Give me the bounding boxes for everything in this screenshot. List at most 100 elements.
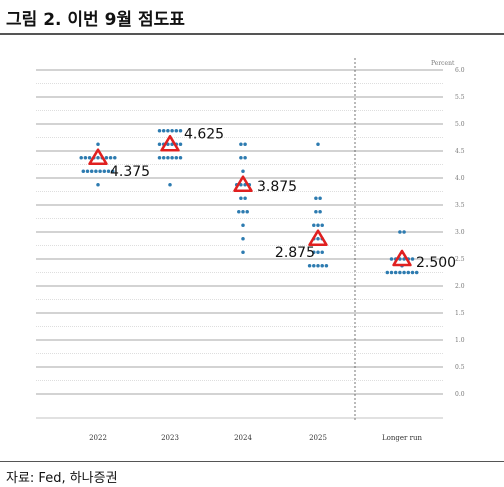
dot — [108, 156, 113, 160]
dot — [385, 270, 390, 275]
dot — [320, 250, 324, 254]
median-label: 4.625 — [184, 126, 224, 142]
y-tick-label: 5.0 — [455, 121, 465, 128]
dot — [320, 264, 324, 268]
title-rule — [0, 33, 504, 35]
y-tick-label: 3.0 — [455, 229, 465, 236]
y-tick-label: 0.5 — [455, 364, 465, 371]
dot — [239, 156, 243, 160]
median-marker — [88, 148, 108, 166]
y-tick-label: 1.5 — [455, 310, 465, 317]
dot — [324, 264, 329, 268]
y-tick-label: 4.5 — [455, 148, 465, 155]
dot — [307, 264, 312, 268]
dot — [89, 169, 94, 173]
dot — [318, 196, 322, 200]
dot — [241, 250, 245, 254]
dot — [166, 129, 170, 133]
dot — [239, 196, 243, 200]
dot — [410, 270, 415, 275]
y-tick-label: 2.5 — [455, 256, 465, 263]
dot — [79, 156, 83, 160]
dot — [104, 156, 109, 160]
dot — [312, 250, 316, 254]
dot — [316, 250, 320, 254]
dot — [314, 210, 318, 214]
dot — [393, 270, 398, 275]
dot — [157, 156, 162, 160]
dot — [410, 257, 415, 261]
dot — [106, 169, 111, 173]
dot — [241, 169, 245, 173]
y-tick-label: 2.0 — [455, 283, 465, 290]
median-label: 3.875 — [257, 179, 297, 195]
figure-title: 그림 2. 이번 9월 점도표 — [6, 10, 185, 30]
median-marker — [160, 134, 180, 152]
dot — [168, 183, 172, 187]
dot — [389, 257, 394, 261]
dot — [243, 196, 247, 200]
dot — [398, 230, 402, 234]
dot — [312, 264, 316, 268]
dot — [96, 183, 100, 187]
dot — [178, 142, 183, 146]
dot — [157, 129, 162, 133]
grid-lines — [36, 69, 443, 395]
dot — [94, 169, 98, 173]
y-tick-label: 1.0 — [455, 337, 465, 344]
dot — [402, 270, 406, 275]
x-tick-label: 2022 — [89, 434, 107, 442]
dot — [402, 230, 406, 234]
x-tick-label: Longer run — [382, 434, 422, 442]
dot — [161, 129, 166, 133]
dot — [178, 156, 183, 160]
median-marker — [233, 175, 253, 193]
dot — [161, 156, 166, 160]
dot — [85, 169, 90, 173]
y-tick-label: 6.0 — [455, 67, 465, 74]
dot — [241, 237, 245, 241]
dot — [102, 169, 107, 173]
dot — [96, 142, 100, 146]
y-tick-labels: 0.0 0.5 1.0 1.5 2.0 2.5 3.0 3.5 4.0 4.5 5.0 5.5 6.0 — [455, 67, 465, 398]
dot — [241, 210, 245, 214]
x-tick-labels: 2022 2023 2024 2025 Longer run — [89, 434, 422, 442]
dot — [174, 156, 179, 160]
dot — [243, 156, 247, 160]
y-tick-label: 0.0 — [455, 391, 465, 398]
x-tick-label: 2023 — [161, 434, 179, 442]
dot — [318, 210, 322, 214]
x-tick-label: 2024 — [234, 434, 252, 442]
dot — [110, 169, 115, 173]
dot — [157, 142, 162, 146]
dot — [316, 142, 320, 146]
y-tick-label: 5.5 — [455, 94, 465, 101]
dot — [414, 270, 419, 275]
dot — [398, 270, 402, 275]
dot — [389, 270, 394, 275]
dot — [113, 156, 117, 160]
dot — [166, 156, 170, 160]
dot — [243, 142, 247, 146]
dot — [406, 270, 411, 275]
dot — [98, 169, 102, 173]
dot — [316, 237, 320, 241]
dot — [170, 156, 174, 160]
median-markers: 4.375 4.625 3.875 2.875 2.500 — [88, 126, 456, 271]
dot — [174, 129, 179, 133]
source-note: 자료: Fed, 하나증권 — [6, 471, 118, 486]
y-tick-label: 4.0 — [455, 175, 465, 182]
dot — [170, 129, 174, 133]
dot — [245, 210, 249, 214]
dot — [316, 264, 320, 268]
dot — [241, 223, 245, 227]
y-tick-label: 3.5 — [455, 202, 465, 209]
y-axis-label: Percent — [431, 60, 455, 67]
dot — [178, 129, 183, 133]
median-marker — [392, 249, 412, 267]
x-tick-label: 2025 — [309, 434, 327, 442]
dot — [96, 156, 100, 160]
dot — [81, 169, 86, 173]
dot — [87, 156, 92, 160]
dot — [237, 210, 241, 214]
